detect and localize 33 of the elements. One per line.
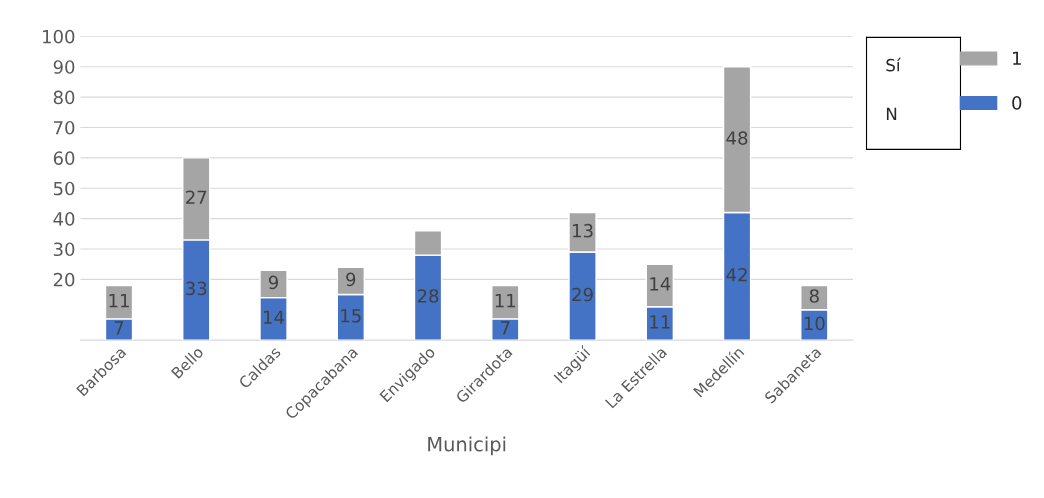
y-tick-label: 40 xyxy=(53,212,75,226)
text: Sí xyxy=(886,57,901,72)
data-label: 10 xyxy=(804,316,825,331)
legend-label: 1 xyxy=(1013,51,1021,65)
y-tick-label: 30 xyxy=(53,242,75,257)
y-tick-label: 60 xyxy=(53,151,75,165)
y-tick-label: 80 xyxy=(53,90,75,105)
data-label: 48 xyxy=(726,131,748,145)
x-axis-title: Municipi xyxy=(428,436,506,456)
data-label: 7 xyxy=(114,321,124,335)
y-tick-label: 70 xyxy=(54,120,75,135)
data-label: 28 xyxy=(417,289,439,303)
text: N xyxy=(886,107,897,120)
data-label: 8 xyxy=(809,289,819,303)
data-label: 11 xyxy=(109,293,129,308)
data-label: 27 xyxy=(186,190,207,204)
data-label: 9 xyxy=(268,275,278,290)
data-label: 42 xyxy=(726,267,747,282)
data-label: 33 xyxy=(186,281,207,296)
legend-label: 0 xyxy=(1012,95,1022,110)
data-label: 13 xyxy=(573,223,593,238)
data-label: 14 xyxy=(650,277,671,291)
data-label: 14 xyxy=(264,310,284,324)
data-label: 15 xyxy=(341,309,361,323)
y-tick-label: 100 xyxy=(43,29,75,44)
data-label: 11 xyxy=(495,293,516,308)
data-label: 29 xyxy=(572,287,593,302)
data-label: 9 xyxy=(346,272,356,287)
y-tick-label: 90 xyxy=(53,60,75,74)
data-label: 11 xyxy=(650,315,670,329)
y-tick-label: 50 xyxy=(53,181,75,196)
data-label: 7 xyxy=(501,321,510,335)
y-tick-label: 20 xyxy=(53,272,75,287)
